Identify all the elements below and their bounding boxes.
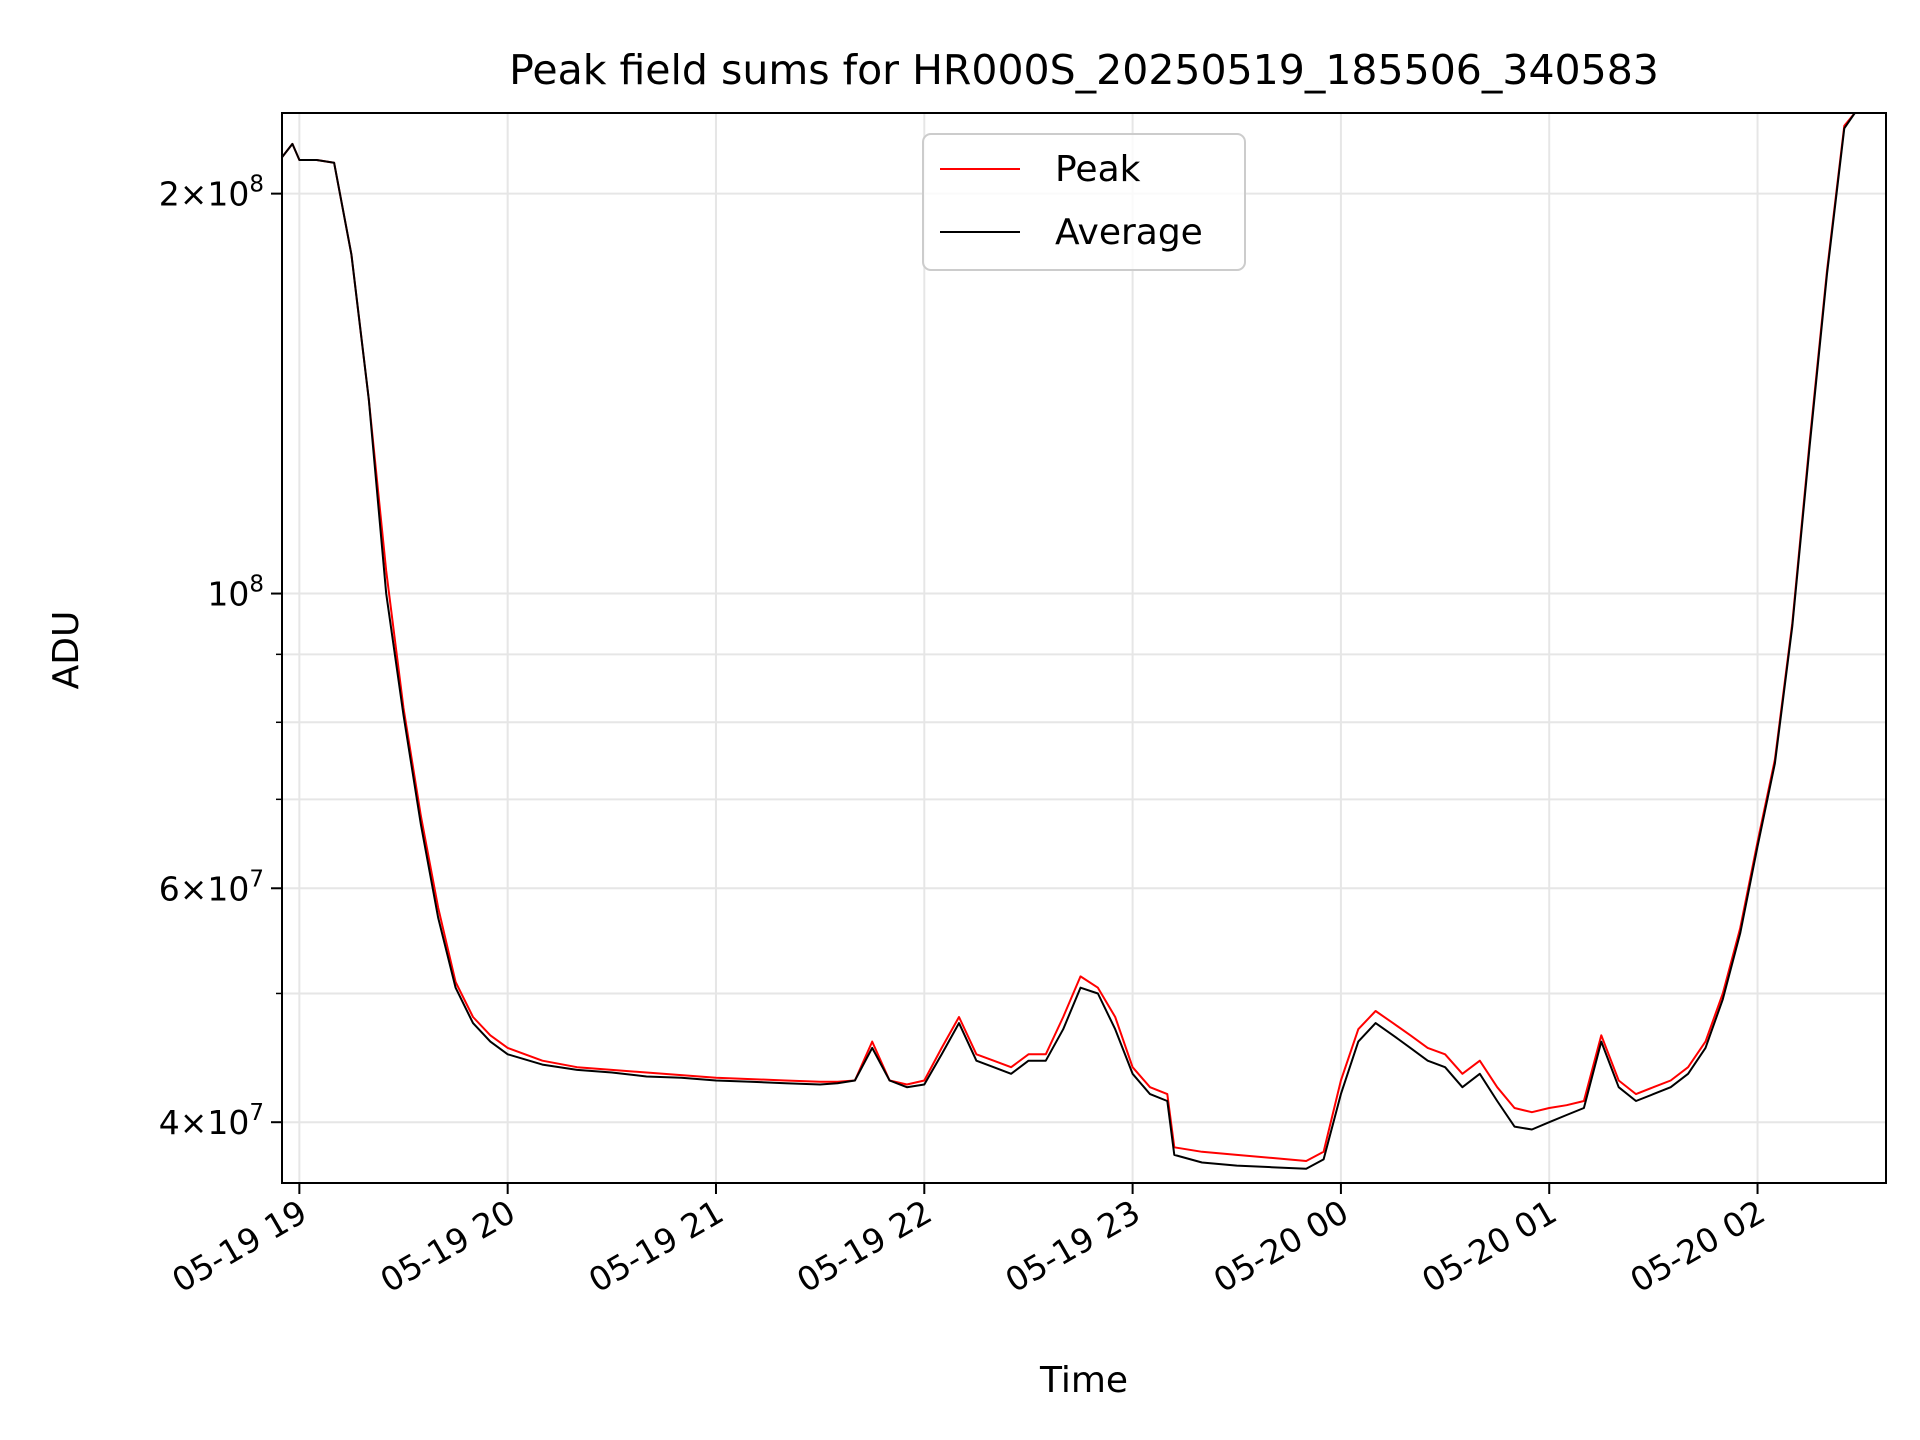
series-line-average xyxy=(281,112,1856,1170)
legend-label-peak: Peak xyxy=(1055,149,1141,190)
y-tick-label: 4×107 xyxy=(159,1100,264,1142)
y-axis-label: ADU xyxy=(46,611,87,690)
x-axis-label: Time xyxy=(1039,1360,1128,1401)
legend: Peak Average xyxy=(922,133,1246,271)
y-tick-label: 6×107 xyxy=(159,866,264,908)
grid xyxy=(282,113,1886,1183)
y-tick-label: 108 xyxy=(207,572,264,614)
series-layer xyxy=(281,112,1856,1170)
legend-label-average: Average xyxy=(1055,212,1203,253)
y-tick-label: 2×108 xyxy=(159,172,264,214)
chart-title: Peak field sums for HR000S_20250519_1855… xyxy=(509,46,1659,94)
series-line-peak xyxy=(281,112,1856,1162)
plot-frame xyxy=(281,112,1887,1184)
